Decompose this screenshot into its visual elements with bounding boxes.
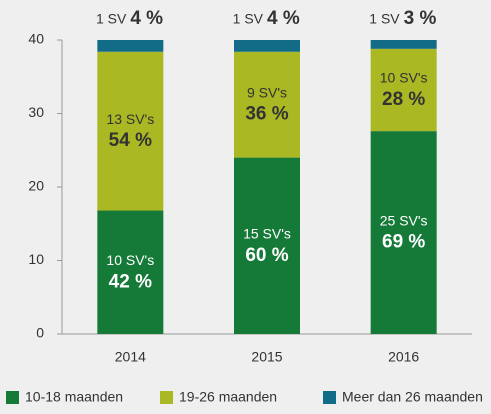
bar-segment [97,40,164,52]
sv-label: 13 SV's [106,111,154,127]
sv-label: 9 SV's [247,84,287,100]
y-tick-label: 40 [28,31,44,47]
pct-label: 4 % [267,8,300,29]
pct-label: 69 % [382,232,425,253]
x-tick-label: 2015 [251,349,282,365]
sv-label: 1 SV [369,11,400,27]
bar-segment [370,48,437,132]
bar-segment [97,51,164,211]
y-tick-label: 20 [28,178,44,194]
legend-swatch [6,391,19,404]
pct-label: 54 % [109,130,152,151]
legend-label: Meer dan 26 maanden [342,389,483,405]
bar-segment [370,131,437,334]
x-tick-label: 2014 [115,349,146,365]
bar-segment [97,210,164,334]
pct-label: 28 % [382,89,425,110]
sv-label: 15 SV's [243,226,291,242]
sv-label: 1 SV [96,11,127,27]
pct-label: 42 % [109,271,152,292]
sv-label: 25 SV's [380,212,428,228]
bar-segment [234,40,300,52]
x-tick-label: 2016 [388,349,419,365]
pct-label: 36 % [245,104,288,125]
bar-segment [370,40,437,49]
legend-label: 10-18 maanden [25,389,123,405]
bar-segment [234,51,300,158]
pct-label: 4 % [130,8,163,29]
y-tick-label: 30 [28,104,44,120]
legend-swatch [323,391,336,404]
sv-label: 10 SV's [106,252,154,268]
sv-label: 1 SV [233,11,264,27]
legend-swatch [160,391,173,404]
pct-label: 3 % [404,8,437,29]
legend-label: 19-26 maanden [179,389,277,405]
bar-segment [234,157,300,334]
y-tick-label: 10 [28,251,44,267]
sv-label: 10 SV's [380,70,428,86]
pct-label: 60 % [245,245,288,266]
y-tick-label: 0 [36,325,44,341]
